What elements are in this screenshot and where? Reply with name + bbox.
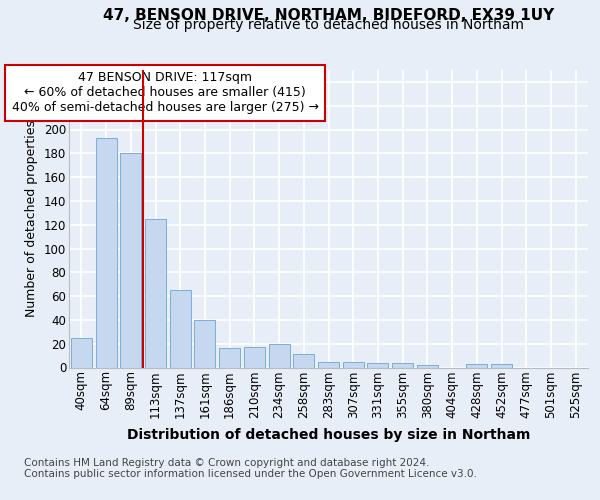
Bar	[269, 344, 290, 367]
Bar	[491, 364, 512, 368]
Y-axis label: Number of detached properties: Number of detached properties	[25, 120, 38, 318]
Bar	[343, 362, 364, 368]
Text: Contains HM Land Registry data © Crown copyright and database right 2024.
Contai: Contains HM Land Registry data © Crown c…	[24, 458, 477, 479]
Bar	[120, 154, 141, 368]
Bar	[71, 338, 92, 368]
Bar	[466, 364, 487, 368]
Bar	[170, 290, 191, 368]
Bar	[367, 362, 388, 368]
Text: Distribution of detached houses by size in Northam: Distribution of detached houses by size …	[127, 428, 530, 442]
Text: Size of property relative to detached houses in Northam: Size of property relative to detached ho…	[133, 18, 524, 32]
Bar	[293, 354, 314, 368]
Text: 47, BENSON DRIVE, NORTHAM, BIDEFORD, EX39 1UY: 47, BENSON DRIVE, NORTHAM, BIDEFORD, EX3…	[103, 8, 554, 22]
Bar	[392, 362, 413, 368]
Bar	[417, 365, 438, 368]
Bar	[318, 362, 339, 368]
Text: 47 BENSON DRIVE: 117sqm
← 60% of detached houses are smaller (415)
40% of semi-d: 47 BENSON DRIVE: 117sqm ← 60% of detache…	[11, 72, 319, 114]
Bar	[95, 138, 116, 368]
Bar	[219, 348, 240, 368]
Bar	[244, 348, 265, 368]
Bar	[145, 219, 166, 368]
Bar	[194, 320, 215, 368]
